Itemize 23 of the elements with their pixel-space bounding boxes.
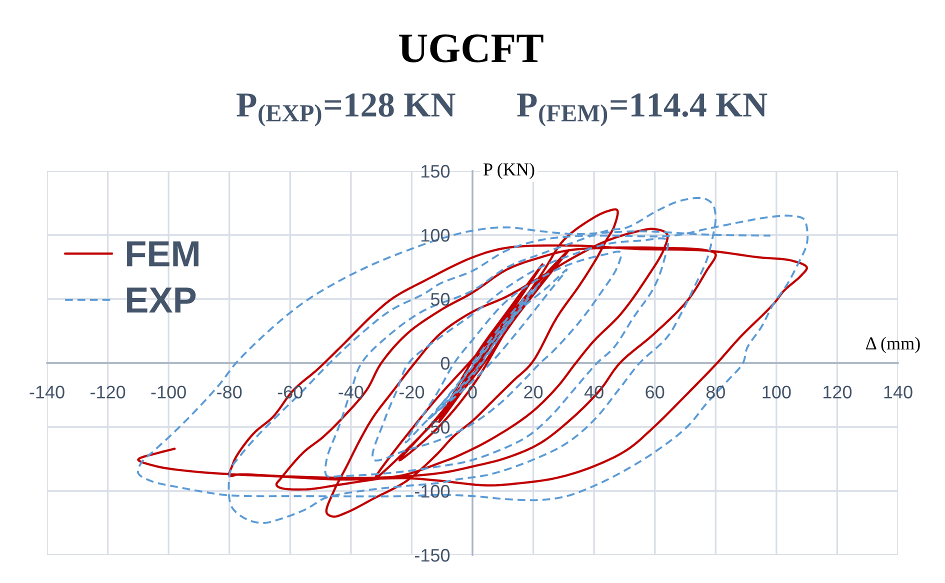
- x-tick-label: -120: [90, 386, 126, 398]
- y-tick-label: 0: [440, 356, 450, 370]
- x-tick-label: 20: [524, 386, 543, 398]
- chart-title: UGCFT: [399, 34, 544, 62]
- x-tick-label: -140: [30, 386, 64, 398]
- x-tick-label: 60: [646, 386, 664, 398]
- x-tick-label: -80: [217, 386, 242, 398]
- x-tick-label: 140: [884, 386, 912, 398]
- chart-subtitle: P$_{(EXP)}$=128 KN P$_{(FEM)}$=114.4 KN: [236, 93, 768, 126]
- x-tick-label: -100: [151, 386, 186, 398]
- x-tick-label: 80: [706, 386, 725, 398]
- legend-label: FEM: [127, 241, 198, 266]
- x-axis-title: Δ (mm): [866, 336, 920, 354]
- x-tick-label: 100: [762, 386, 791, 398]
- y-axis-title: P (KN): [484, 162, 534, 180]
- y-tick-label: -150: [414, 548, 450, 562]
- legend-label: EXP: [127, 288, 196, 313]
- x-tick-label: 0: [468, 386, 477, 398]
- x-tick-label: 120: [824, 386, 852, 398]
- x-tick-label: -20: [399, 386, 424, 398]
- y-tick-label: 100: [422, 228, 450, 242]
- y-tick-label: 150: [422, 164, 450, 178]
- y-tick-label: 50: [430, 292, 450, 306]
